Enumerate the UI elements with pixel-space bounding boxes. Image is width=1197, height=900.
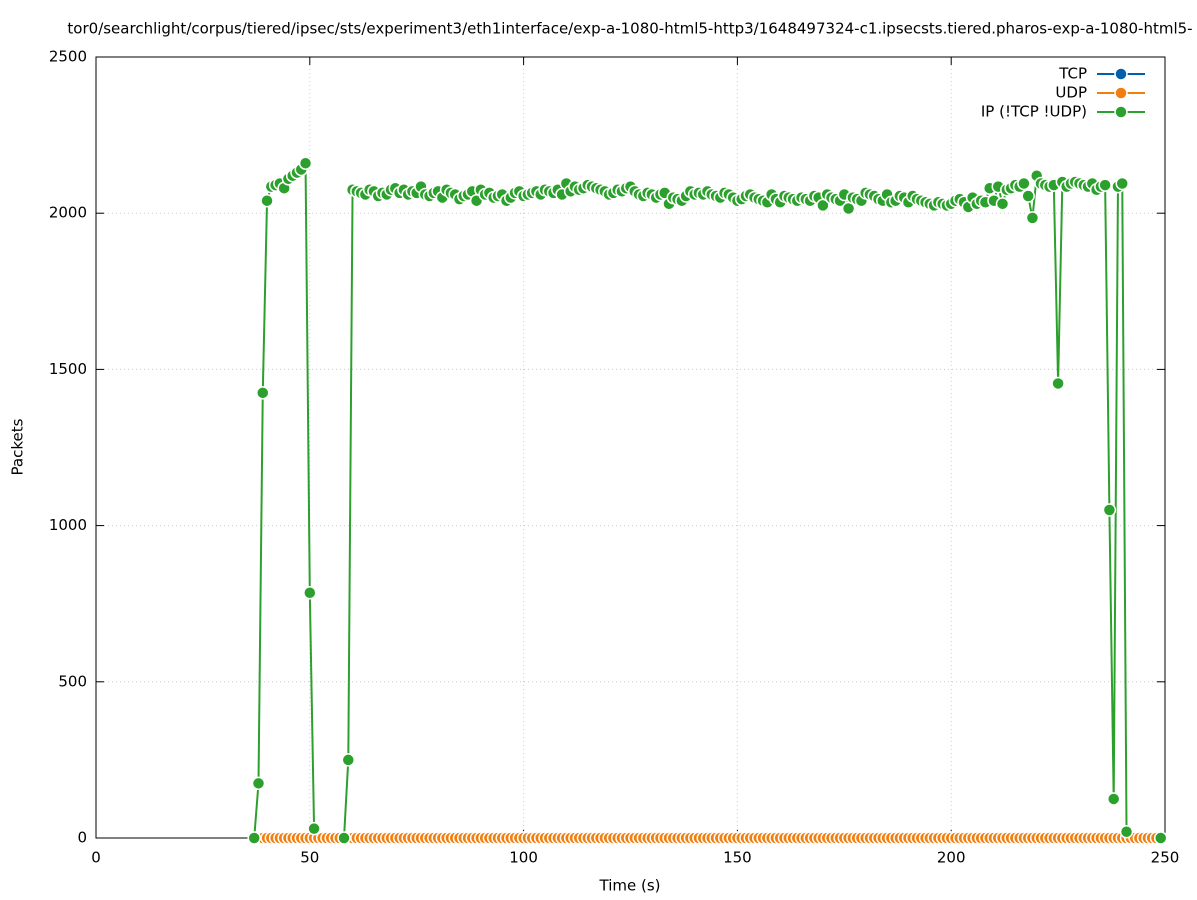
data-point — [1102, 503, 1117, 517]
x-tick-label: 150 — [723, 849, 752, 867]
data-point — [1115, 176, 1129, 191]
legend-marker — [1114, 67, 1128, 81]
data-point — [1153, 831, 1168, 845]
data-point — [1106, 792, 1121, 806]
data-point — [337, 831, 351, 845]
chart-title: tor0/searchlight/corpus/tiered/ipsec/sts… — [67, 20, 1192, 38]
legend-label: IP (!TCP !UDP) — [981, 103, 1087, 121]
data-point — [1098, 178, 1112, 192]
x-axis-label: Time (s) — [599, 877, 661, 895]
legend-marker — [1114, 105, 1128, 119]
data-point — [303, 586, 317, 600]
y-tick-label: 0 — [77, 829, 87, 847]
y-tick-label: 1000 — [49, 516, 87, 534]
data-point — [1017, 176, 1031, 191]
data-point — [256, 386, 270, 400]
data-point — [1021, 189, 1035, 203]
y-tick-label: 2000 — [49, 204, 87, 222]
x-tick-label: 100 — [509, 849, 538, 867]
legend-label: TCP — [1058, 65, 1087, 83]
x-tick-label: 200 — [937, 849, 966, 867]
data-point — [1051, 376, 1065, 391]
legend-label: UDP — [1055, 84, 1087, 102]
x-tick-label: 250 — [1151, 849, 1180, 867]
data-point — [247, 831, 261, 845]
data-point — [251, 776, 266, 791]
x-tick-label: 50 — [300, 849, 319, 867]
data-point — [1119, 825, 1134, 839]
y-tick-label: 1500 — [49, 360, 87, 378]
legend-marker — [1114, 86, 1128, 100]
y-tick-label: 2500 — [49, 48, 87, 66]
data-point — [260, 193, 274, 208]
data-point — [307, 821, 321, 836]
y-axis-label: Packets — [9, 418, 27, 475]
data-point — [995, 197, 1010, 211]
data-point — [1025, 211, 1040, 225]
data-point — [341, 753, 356, 767]
x-tick-label: 0 — [91, 849, 101, 867]
y-tick-label: 500 — [58, 672, 87, 690]
data-point — [298, 156, 313, 170]
